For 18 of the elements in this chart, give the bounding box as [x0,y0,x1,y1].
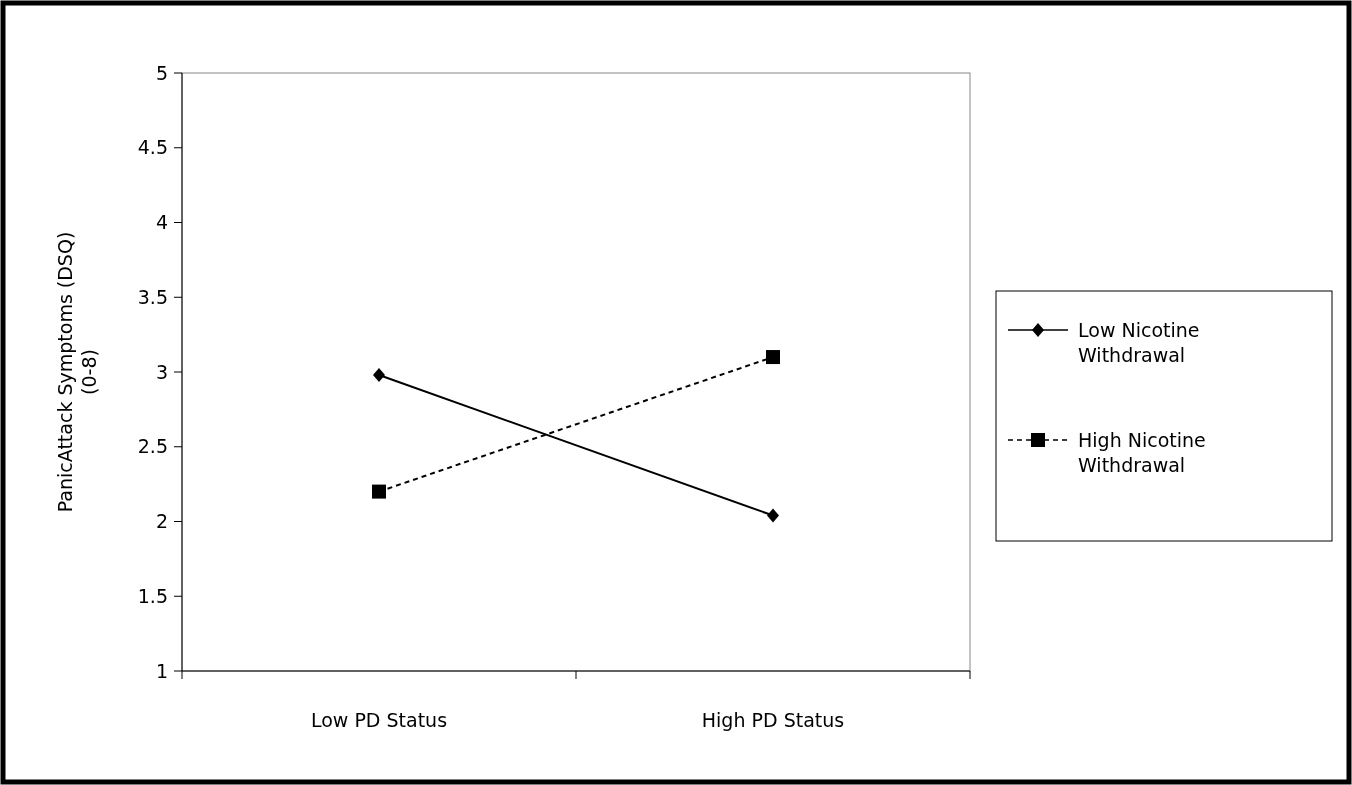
y-tick-label: 1 [155,659,168,682]
point [766,350,780,365]
y-tick-label: 4.5 [137,136,168,159]
x-tick-label: High PD Status [701,709,845,731]
y-tick-label: 1.5 [137,584,168,607]
y-axis-title: PanicAttack Symptoms (DSQ) (0-8) [54,231,100,513]
point [372,484,386,499]
x-tick-label: Low PD Status [310,709,448,731]
point [767,508,779,523]
y-tick-label: 2 [155,510,168,533]
y-tick-label: 2.5 [137,435,168,458]
y-tick-label: 4 [155,211,168,234]
legend-label: Low Nicotine Withdrawal [1078,318,1200,367]
y-tick-label: 3 [155,360,168,383]
legend-label: High Nicotine Withdrawal [1078,428,1206,477]
y-tick-label: 3.5 [137,285,168,308]
y-tick-label: 5 [155,61,168,84]
point [373,367,385,382]
